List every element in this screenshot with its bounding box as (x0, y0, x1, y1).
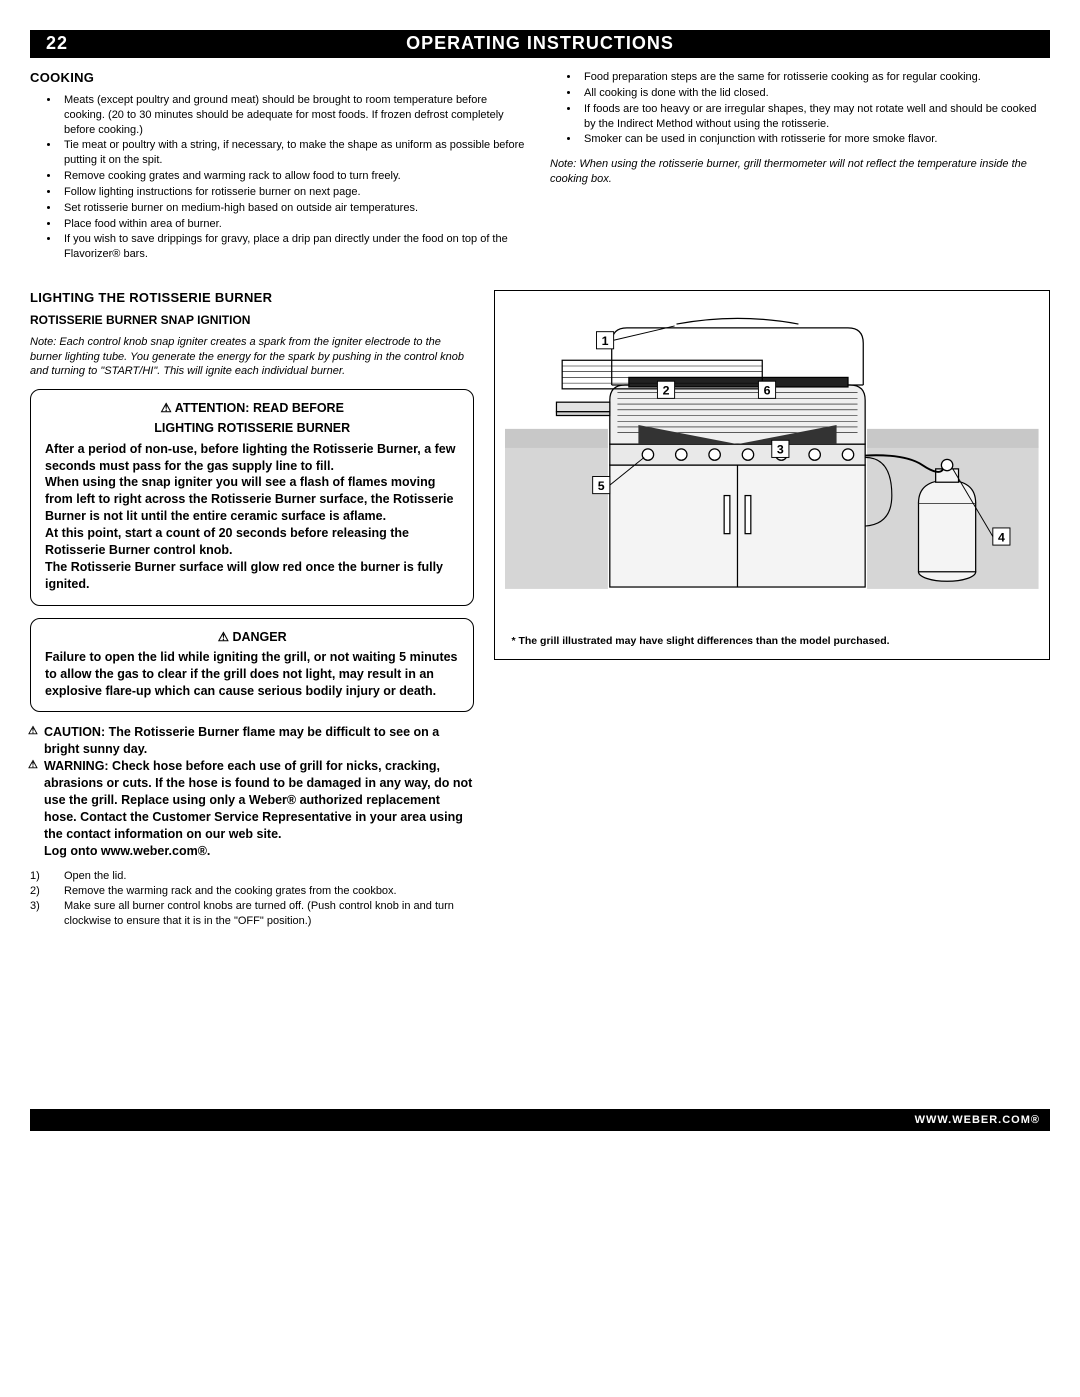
callout-3: 3 (777, 443, 784, 457)
steps-list: Open the lid. Remove the warming rack an… (30, 869, 474, 928)
step-item: Open the lid. (30, 869, 474, 884)
lower-left-col: LIGHTING THE ROTISSERIE BURNER ROTISSERI… (30, 290, 474, 929)
bullet-item: Set rotisserie burner on medium-high bas… (60, 201, 530, 216)
cooking-right-bullets: Food preparation steps are the same for … (550, 70, 1050, 147)
cooking-left-bullets: Meats (except poultry and ground meat) s… (30, 93, 530, 262)
header-bar: 22 OPERATING INSTRUCTIONS (30, 30, 1050, 58)
footer-bar: WWW.WEBER.COM® (30, 1109, 1050, 1131)
warn-item: CAUTION: The Rotisserie Burner flame may… (44, 724, 474, 758)
callout-4: 4 (998, 530, 1005, 544)
warn-list: CAUTION: The Rotisserie Burner flame may… (30, 724, 474, 859)
lighting-subheading: ROTISSERIE BURNER SNAP IGNITION (30, 313, 474, 329)
bullet-item: Place food within area of burner. (60, 217, 530, 232)
attention-box: ⚠ ATTENTION: READ BEFORE LIGHTING ROTISS… (30, 389, 474, 605)
danger-body: Failure to open the lid while igniting t… (45, 649, 459, 700)
bullet-item: If foods are too heavy or are irregular … (580, 102, 1050, 132)
lower-right-col: 1 2 6 3 5 4 (494, 290, 1050, 929)
cooking-right-col: Food preparation steps are the same for … (550, 70, 1050, 272)
attention-title-text-1: ⚠ ATTENTION: READ BEFORE (161, 401, 344, 415)
cooking-right-note: Note: When using the rotisserie burner, … (550, 157, 1050, 187)
bullet-item: If you wish to save drippings for gravy,… (60, 232, 530, 262)
callout-2: 2 (663, 384, 670, 398)
diagram-note: * The grill illustrated may have slight … (505, 635, 1039, 649)
bullet-item: Meats (except poultry and ground meat) s… (60, 93, 530, 138)
callout-1: 1 (602, 334, 609, 348)
bullet-item: Tie meat or poultry with a string, if ne… (60, 138, 530, 168)
lower-row: LIGHTING THE ROTISSERIE BURNER ROTISSERI… (30, 290, 1050, 929)
bullet-item: Food preparation steps are the same for … (580, 70, 1050, 85)
grill-diagram: 1 2 6 3 5 4 (505, 305, 1039, 629)
lighting-note: Note: Each control knob snap igniter cre… (30, 335, 474, 380)
header-title: OPERATING INSTRUCTIONS (30, 32, 1050, 55)
step-item: Remove the warming rack and the cooking … (30, 884, 474, 899)
step-item: Make sure all burner control knobs are t… (30, 899, 474, 929)
cooking-columns: COOKING Meats (except poultry and ground… (30, 70, 1050, 272)
attention-title-2: LIGHTING ROTISSERIE BURNER (45, 420, 459, 436)
cooking-heading: COOKING (30, 70, 530, 87)
lighting-heading: LIGHTING THE ROTISSERIE BURNER (30, 290, 474, 307)
attention-title-1: ⚠ ATTENTION: READ BEFORE (45, 400, 459, 416)
callout-6: 6 (764, 384, 771, 398)
danger-title: ⚠ DANGER (45, 629, 459, 645)
danger-box: ⚠ DANGER Failure to open the lid while i… (30, 618, 474, 713)
cooking-left-col: COOKING Meats (except poultry and ground… (30, 70, 530, 272)
bullet-item: Follow lighting instructions for rotisse… (60, 185, 530, 200)
bullet-item: All cooking is done with the lid closed. (580, 86, 1050, 101)
diagram-box: 1 2 6 3 5 4 (494, 290, 1050, 660)
attention-body: After a period of non-use, before lighti… (45, 441, 459, 593)
callout-5: 5 (598, 479, 605, 493)
warn-item: WARNING: Check hose before each use of g… (44, 758, 474, 859)
bullet-item: Smoker can be used in conjunction with r… (580, 132, 1050, 147)
bullet-item: Remove cooking grates and warming rack t… (60, 169, 530, 184)
